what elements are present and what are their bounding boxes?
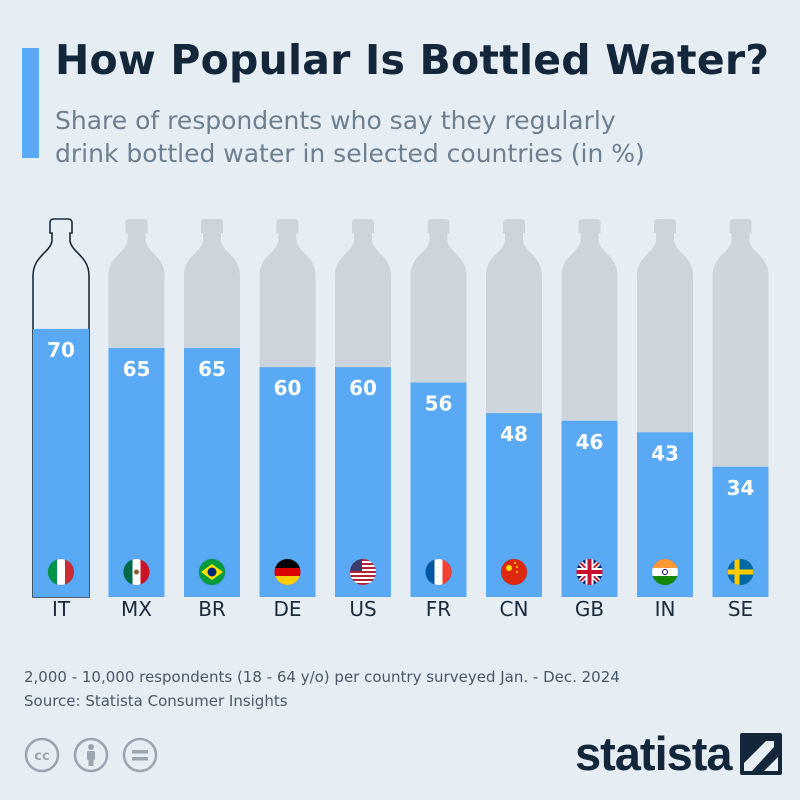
creative-commons-icon: cc [24, 737, 60, 773]
svg-text:cc: cc [34, 749, 49, 764]
data-label: 60 [349, 376, 377, 400]
data-label: 56 [425, 392, 453, 416]
data-label: 48 [500, 422, 528, 446]
bottle-bar-gb: 46 GB [561, 219, 618, 621]
data-label: 70 [47, 338, 75, 362]
x-tick-label: BR [198, 597, 226, 621]
source-note: Source: Statista Consumer Insights [24, 692, 288, 710]
bottle-bar-it: 70 IT [32, 218, 90, 621]
flag-fr-icon [425, 558, 452, 586]
flag-in-icon [651, 558, 679, 586]
x-tick-label: CN [500, 597, 529, 621]
bottle-bar-mx: 65 MX [108, 219, 165, 621]
bottle-bar-fr: 56 FR [410, 219, 467, 621]
bottle-bar-in: 43 IN [637, 219, 693, 621]
data-label: 65 [123, 357, 151, 381]
bottle-bar-se: 34 SE [712, 219, 769, 621]
brand-wordmark: statista [575, 727, 733, 780]
attribution-icon [73, 737, 109, 773]
flag-cn-icon [500, 558, 528, 586]
data-label: 46 [576, 430, 604, 454]
no-derivatives-icon [122, 737, 158, 773]
bottle-outline [32, 218, 90, 598]
x-tick-label: GB [575, 597, 604, 621]
x-tick-label: MX [121, 597, 152, 621]
x-tick-label: DE [273, 597, 301, 621]
page-subtitle: Share of respondents who say they regula… [55, 106, 645, 168]
statista-logo-icon [739, 732, 782, 775]
flag-us-icon [349, 558, 377, 586]
bar-fill-mx [108, 348, 165, 597]
data-label: 34 [727, 476, 755, 500]
data-label: 65 [198, 357, 226, 381]
x-tick-label: FR [426, 597, 452, 621]
data-label: 60 [274, 376, 302, 400]
x-tick-label: IT [52, 597, 71, 621]
statista-brand: statista [575, 726, 782, 781]
bar-fill-us [335, 367, 391, 597]
bottle-bar-de: 60 DE [259, 219, 316, 621]
bar-fill-it [33, 328, 89, 597]
x-tick-label: SE [728, 597, 753, 621]
title-accent-bar [22, 48, 39, 158]
flag-br-icon [198, 558, 226, 586]
bottle-bar-cn: 48 CN [486, 219, 542, 621]
flag-it-icon [47, 558, 75, 586]
x-tick-label: IN [655, 597, 676, 621]
x-tick-label: US [349, 597, 376, 621]
data-label: 43 [651, 441, 679, 465]
page-title: How Popular Is Bottled Water? [55, 36, 770, 84]
flag-de-icon [274, 558, 301, 586]
bottle-bar-br: 65 BR [184, 219, 240, 621]
flag-gb-icon [576, 558, 603, 586]
survey-footnote: 2,000 - 10,000 respondents (18 - 64 y/o)… [24, 668, 620, 686]
flag-se-icon [727, 558, 754, 586]
flag-mx-icon [123, 558, 150, 586]
bottle-bar-us: 60 US [335, 219, 391, 621]
bar-fill-br [184, 348, 240, 597]
bottle-bar-chart: 70 IT 65 MX 65 BR 60 DE 60 US 56 FR 48 CN 46 GB 43 IN 34 SE [32, 218, 769, 621]
bar-fill-de [259, 367, 316, 597]
